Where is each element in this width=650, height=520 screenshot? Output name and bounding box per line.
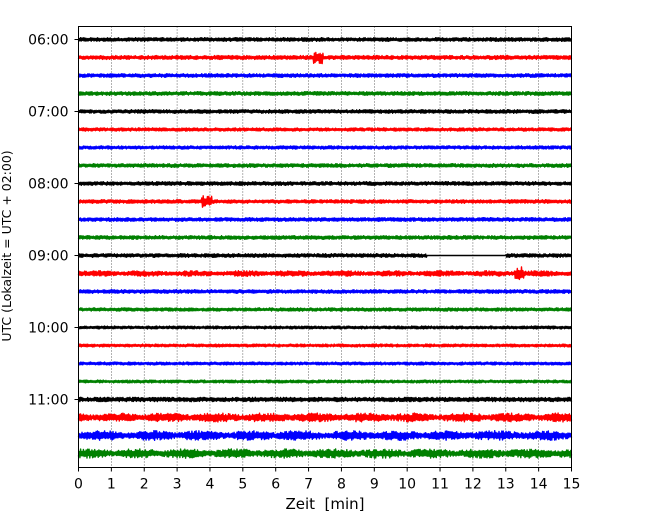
- x-tick-label: 15: [563, 477, 581, 493]
- seismic-trace: [77, 51, 573, 65]
- seismic-trace: [77, 145, 573, 150]
- x-tick-label: 2: [140, 477, 149, 493]
- seismic-trace: [77, 195, 573, 208]
- x-tick-label: 3: [173, 477, 182, 493]
- x-tick-label: 7: [304, 477, 313, 493]
- x-tick-label: 13: [497, 477, 515, 493]
- y-axis-ticks: 06:00 07:00 08:00 09:00 10:00 11:00: [28, 33, 79, 409]
- plot-frame: [78, 26, 572, 468]
- y-tick-label: 11:00: [28, 393, 68, 409]
- seismic-traces: [77, 37, 573, 459]
- x-tick-label: 11: [431, 477, 449, 493]
- seismic-trace: [77, 430, 573, 441]
- seismic-trace: [77, 343, 573, 348]
- seismic-trace: [77, 73, 573, 78]
- y-tick-label: 10:00: [28, 321, 68, 337]
- x-tick-label: 4: [206, 477, 215, 493]
- seismic-trace: [77, 37, 573, 42]
- x-tick-label: 9: [370, 477, 379, 493]
- seismic-trace: [77, 181, 573, 186]
- seismic-trace: [77, 289, 573, 294]
- seismic-trace: [77, 109, 573, 114]
- seismic-trace: [77, 379, 573, 384]
- y-tick-label: 08:00: [28, 177, 68, 193]
- seismic-trace: [77, 307, 573, 312]
- x-tick-label: 0: [74, 477, 83, 493]
- seismic-trace: [77, 235, 573, 240]
- seismic-trace: [77, 253, 573, 258]
- y-axis-label: UTC (Lokalzeit = UTC + 02:00): [0, 150, 14, 341]
- seismic-trace: [77, 361, 573, 366]
- x-tick-label: 14: [530, 477, 548, 493]
- seismic-trace: [77, 412, 573, 423]
- seismic-trace: [77, 163, 573, 168]
- x-tick-label: 1: [107, 477, 116, 493]
- x-tick-label: 12: [464, 477, 482, 493]
- seismic-trace: [77, 325, 573, 330]
- seismic-trace: [77, 448, 573, 459]
- seismic-trace: [77, 266, 573, 281]
- x-axis-ticks: 0 1 2 3 4 5 6 7 8 9 10 11 12 13 14 15: [74, 467, 581, 493]
- seismic-trace: [77, 127, 573, 132]
- y-tick-label: 07:00: [28, 105, 68, 121]
- seismic-trace: [77, 217, 573, 222]
- x-axis-label: Zeit [min]: [285, 495, 364, 513]
- x-tick-label: 8: [337, 477, 346, 493]
- x-tick-label: 5: [238, 477, 247, 493]
- y-tick-label: 09:00: [28, 249, 68, 265]
- seismic-trace: [77, 396, 573, 403]
- y-tick-label: 06:00: [28, 33, 68, 49]
- x-tick-label: 6: [271, 477, 280, 493]
- seismic-trace: [77, 91, 573, 96]
- x-tick-label: 10: [398, 477, 416, 493]
